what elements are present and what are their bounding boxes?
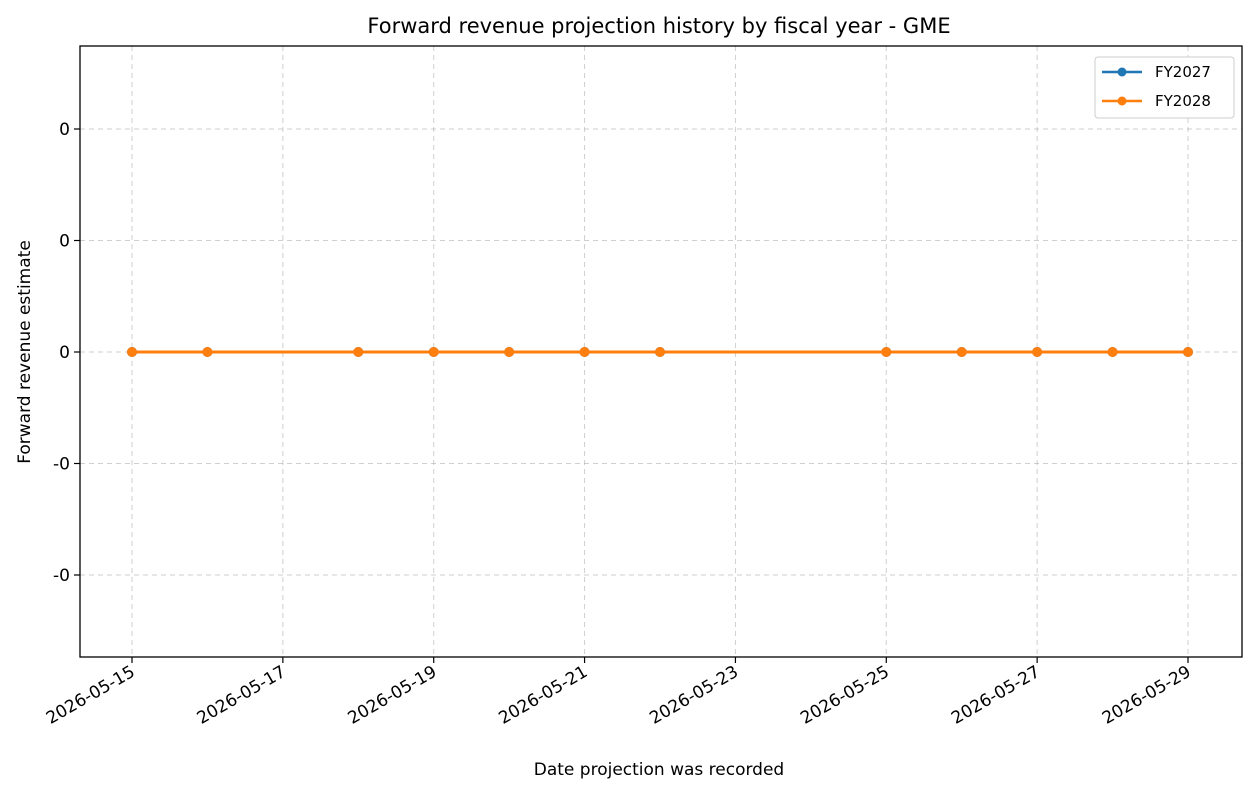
legend-label: FY2027 (1155, 63, 1211, 81)
y-tick-label: 0 (59, 120, 70, 140)
x-tick-label: 2026-05-17 (194, 662, 290, 729)
data-point (504, 347, 515, 357)
x-axis: 2026-05-15 2026-05-17 2026-05-19 2026-05-21… (43, 657, 1195, 729)
legend-item: FY2028 (1102, 92, 1211, 110)
x-tick-label: 2026-05-19 (345, 662, 441, 729)
data-point (202, 347, 213, 357)
legend-marker (1117, 96, 1127, 106)
y-tick-label: -0 (53, 455, 70, 475)
data-point (956, 347, 967, 357)
y-tick-label: 0 (59, 232, 70, 252)
data-point (1032, 347, 1043, 357)
x-tick-label: 2026-05-27 (948, 662, 1044, 729)
y-axis-label: Forward revenue estimate (15, 240, 35, 464)
series-fy2028 (127, 347, 1193, 357)
data-point (353, 347, 364, 357)
data-point (1107, 347, 1118, 357)
legend-item: FY2027 (1102, 63, 1211, 81)
data-point (655, 347, 665, 357)
x-axis-label: Date projection was recorded (534, 760, 784, 780)
x-tick-label: 2026-05-21 (496, 662, 592, 729)
legend: FY2027 FY2028 (1094, 56, 1235, 119)
x-tick-label: 2026-05-29 (1099, 662, 1195, 729)
data-point (881, 347, 892, 357)
legend-marker (1117, 67, 1127, 77)
y-tick-label: 0 (59, 343, 70, 363)
legend-label: FY2028 (1155, 92, 1211, 110)
x-tick-label: 2026-05-23 (646, 662, 742, 729)
data-point (127, 347, 137, 357)
series-layer (127, 347, 1193, 357)
data-point (579, 347, 590, 357)
x-tick-label: 2026-05-15 (43, 662, 139, 729)
y-tick-label: -0 (53, 566, 70, 586)
y-axis: 0 0 0 -0 -0 (53, 120, 80, 586)
chart-title: Forward revenue projection history by fi… (367, 14, 950, 38)
x-tick-label: 2026-05-25 (797, 662, 893, 729)
data-point (428, 347, 439, 357)
data-point (1183, 347, 1193, 357)
